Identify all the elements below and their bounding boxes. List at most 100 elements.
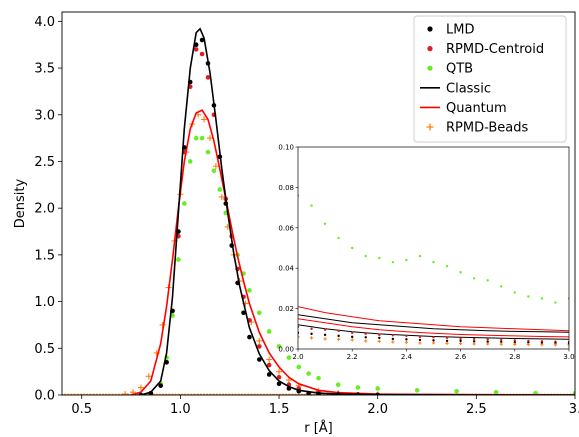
inset-y-tick-label: 0.04 — [278, 265, 294, 273]
series-lmd-point — [266, 372, 272, 377]
inset-qtb-point — [310, 204, 313, 207]
series-rpmd-centroid-point — [266, 362, 272, 368]
inset-background — [298, 147, 569, 349]
x-tick-label: 2.0 — [367, 402, 388, 417]
inset-qtb-point — [459, 271, 462, 274]
main-axes: 0.5 1.0 1.5 2.0 2.5 3. 0.0 0.5 1.0 1.5 2.0 2.5 3.0 3.… — [13, 11, 579, 436]
series-qtb-point — [296, 364, 302, 370]
y-tick-label: 0.0 — [34, 389, 55, 404]
series-qtb-point — [355, 385, 361, 390]
series-qtb-point — [375, 386, 380, 391]
inset-lmd-point — [527, 341, 530, 344]
inset-qtb-point — [486, 279, 489, 282]
series-qtb-point — [193, 135, 199, 141]
inset-lmd-point — [459, 339, 462, 343]
x-tick-label: 3. — [569, 402, 579, 417]
series-lmd-point — [241, 310, 246, 316]
series-qtb-point — [247, 288, 252, 293]
inset-qtb-point — [378, 256, 381, 260]
legend-swatch — [426, 123, 434, 131]
inset-rpmd-centroid-point — [364, 332, 367, 336]
series-qtb-point — [182, 201, 187, 206]
legend-entry-lmd: LMD — [427, 23, 474, 38]
x-axis-label: r [Å] — [304, 420, 333, 436]
inset-qtb-point — [554, 301, 557, 304]
legend-label: QTB — [446, 62, 473, 77]
series-lmd-point — [199, 37, 205, 43]
inset-y-tick-label: 0.02 — [278, 305, 294, 313]
y-tick-label: 2.0 — [34, 202, 55, 217]
inset-rpmd-beads-point — [323, 337, 327, 341]
inset-rpmd-beads-point — [364, 339, 368, 343]
x-tick-label: 1.5 — [269, 402, 290, 417]
inset-rpmd-beads-point — [431, 341, 436, 345]
legend-entry-rpmd-beads: RPMD-Beads — [426, 121, 528, 136]
inset-lmd-point — [323, 333, 327, 337]
legend-label: Quantum — [446, 101, 507, 116]
series-lmd-point — [257, 357, 262, 362]
inset-rpmd-centroid-point — [405, 334, 408, 338]
series-rpmd-beads-point — [218, 193, 225, 200]
inset-rpmd-beads-point — [499, 342, 503, 346]
y-tick-label: 3.5 — [34, 62, 55, 77]
inset-rpmd-beads-point — [337, 337, 341, 341]
inset-rpmd-beads-point — [377, 339, 381, 343]
inset-lmd-point — [513, 341, 516, 344]
inset-rpmd-centroid-point — [351, 331, 354, 335]
series-qtb-point — [454, 388, 459, 394]
inset-lmd-point — [554, 341, 557, 345]
inset-rpmd-beads-point — [567, 343, 569, 347]
inset-x-tick-label: 2.6 — [455, 353, 467, 361]
legend-label: RPMD-Centroid — [446, 42, 544, 57]
legend-swatch — [427, 46, 433, 52]
inset-rpmd-beads-point — [391, 340, 395, 344]
inset-x-tick-label: 3.0 — [563, 353, 574, 361]
inset-lmd-point — [432, 339, 435, 342]
inset-rpmd-beads-point — [459, 341, 463, 346]
series-rpmd-beads-point — [145, 373, 152, 380]
inset-y-tick-label: 0.06 — [278, 224, 294, 232]
main-frame — [61, 11, 576, 396]
inset-rpmd-centroid-point — [323, 328, 327, 332]
series-rpmd-beads-point — [122, 391, 129, 395]
legend: LMD RPMD-Centroid QTB Classic Quantum RPMD-Be… — [413, 15, 567, 143]
inset-rpmd-centroid-point — [378, 333, 381, 337]
legend-entry-quantum: Quantum — [420, 101, 507, 116]
inset-rpmd-beads-point — [540, 343, 544, 347]
inset-lmd-point — [351, 335, 354, 339]
series-rpmd-centroid-point — [257, 344, 262, 349]
inset-lmd-point — [540, 341, 544, 345]
series-qtb-point — [211, 168, 217, 174]
inset-rpmd-beads-point — [418, 341, 422, 345]
y-tick-label: 1.0 — [34, 295, 55, 310]
inset-qtb-point — [337, 236, 340, 240]
x-tick-label: 2.5 — [466, 402, 487, 417]
legend-label: Classic — [446, 81, 491, 96]
series-rpmd-centroid-point — [205, 75, 211, 80]
legend-entry-classic: Classic — [420, 81, 491, 96]
legend-box — [413, 15, 567, 143]
inset-rpmd-centroid-point — [459, 337, 462, 341]
inset-y-tick-label: 0.08 — [278, 184, 294, 192]
inset-qtb-point — [500, 285, 503, 288]
inset-rpmd-beads-point — [309, 336, 314, 340]
series-rpmd-beads-point — [201, 116, 208, 123]
x-tick-label: 1.0 — [170, 402, 191, 417]
series-qtb-point — [316, 375, 321, 381]
y-tick-label: 4.0 — [34, 15, 55, 30]
inset-lmd-point — [337, 334, 340, 338]
inset-rpmd-centroid-point — [445, 336, 449, 340]
y-axis-label: Density — [13, 178, 28, 228]
inset-qtb-point — [432, 260, 435, 264]
series-lmd-point — [158, 383, 163, 388]
series-rpmd-beads-point — [212, 163, 219, 170]
series-qtb-point — [335, 382, 341, 388]
series-rpmd-centroid-point — [193, 47, 199, 52]
inset-x-tick-label: 2.8 — [509, 353, 520, 361]
series-qtb-point — [257, 310, 262, 316]
series-rpmd-beads-point — [137, 384, 144, 391]
inset-qtb-point — [364, 254, 367, 258]
series-rpmd-centroid-point — [199, 51, 205, 57]
legend-entry-qtb: QTB — [427, 62, 473, 77]
